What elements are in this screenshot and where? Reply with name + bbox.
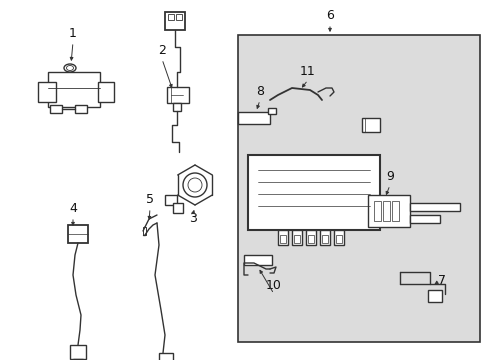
Bar xyxy=(367,195,409,227)
Bar xyxy=(167,87,189,103)
Text: 11: 11 xyxy=(300,65,315,78)
Bar xyxy=(319,230,329,245)
Text: 9: 9 xyxy=(385,170,393,183)
Text: 3: 3 xyxy=(189,212,197,225)
Bar xyxy=(305,230,315,245)
Bar xyxy=(267,108,275,114)
Bar xyxy=(38,82,56,102)
Text: 8: 8 xyxy=(256,85,264,98)
Bar xyxy=(173,103,181,111)
Bar xyxy=(335,235,341,243)
Ellipse shape xyxy=(187,178,202,192)
Text: 4: 4 xyxy=(69,202,77,215)
Text: 5: 5 xyxy=(146,193,154,206)
Bar xyxy=(391,201,398,221)
Bar xyxy=(321,235,327,243)
Bar xyxy=(291,230,302,245)
Bar xyxy=(247,155,379,230)
Circle shape xyxy=(183,173,206,197)
Bar xyxy=(176,14,182,20)
Bar xyxy=(244,255,271,265)
Bar xyxy=(333,230,343,245)
Bar xyxy=(409,215,439,223)
Ellipse shape xyxy=(64,64,76,72)
Bar xyxy=(278,230,287,245)
Text: 1: 1 xyxy=(69,27,77,40)
Text: 7: 7 xyxy=(437,274,445,287)
Text: 2: 2 xyxy=(158,44,165,57)
Bar xyxy=(68,225,88,243)
Bar xyxy=(142,227,146,235)
Bar xyxy=(168,14,174,20)
Bar xyxy=(238,112,269,124)
Bar xyxy=(70,345,86,359)
Bar xyxy=(280,235,285,243)
Bar xyxy=(48,72,100,107)
Text: 6: 6 xyxy=(325,9,333,22)
Bar xyxy=(98,82,114,102)
Bar xyxy=(173,203,183,213)
Bar xyxy=(361,118,379,132)
Bar xyxy=(73,359,83,360)
Bar xyxy=(238,35,479,342)
Bar xyxy=(159,353,173,360)
Bar xyxy=(307,235,313,243)
Bar xyxy=(75,105,87,113)
Bar xyxy=(409,203,459,211)
Bar xyxy=(50,105,62,113)
Bar xyxy=(293,235,299,243)
Bar xyxy=(373,201,380,221)
Bar xyxy=(427,290,441,302)
Ellipse shape xyxy=(66,66,73,71)
Bar xyxy=(164,12,184,30)
Bar xyxy=(164,195,177,205)
Bar xyxy=(382,201,389,221)
Text: 10: 10 xyxy=(265,279,282,292)
